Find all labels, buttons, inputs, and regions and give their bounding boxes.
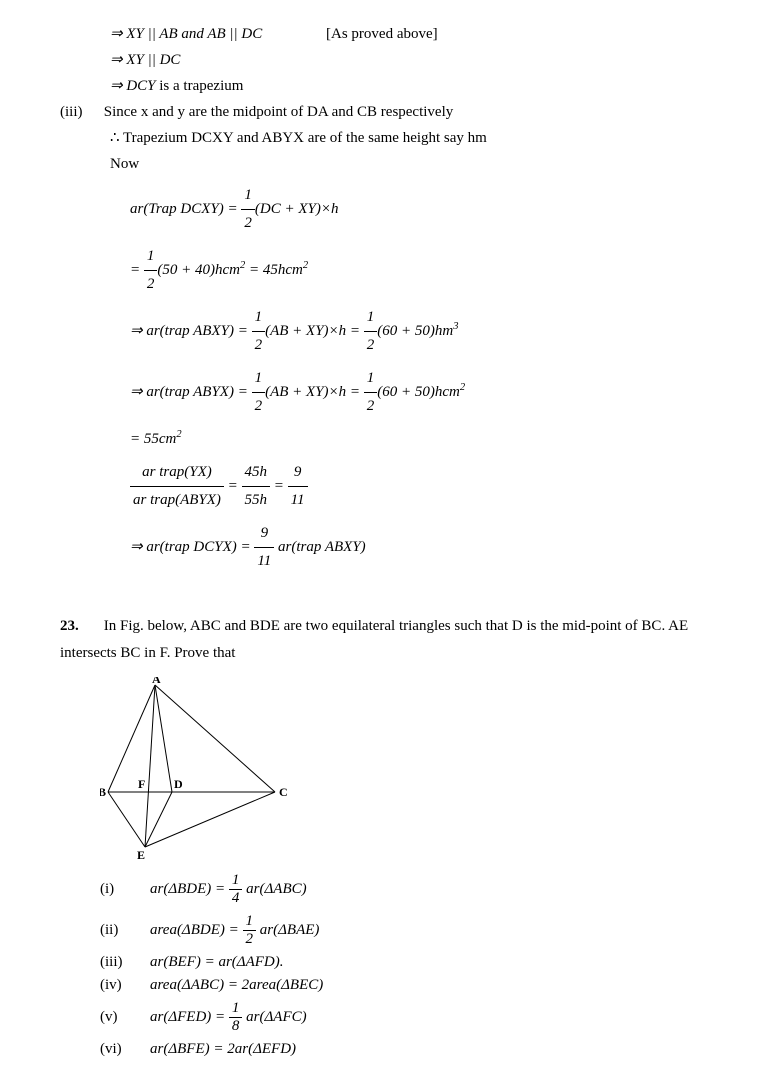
sub-item: (iii)ar(BEF) = ar(ΔAFD). [100, 954, 718, 971]
text: Since x and y are the midpoint of DA and… [104, 104, 454, 120]
deriv-line: ⇒ XY || AB and AB || DC [As proved above… [110, 22, 718, 46]
svg-text:A: A [152, 677, 161, 686]
sub-expression: area(ΔABC) = 2area(ΔBEC) [150, 977, 323, 993]
sub-item: (v)ar(ΔFED) = 18 ar(ΔAFC) [100, 1000, 718, 1035]
label: (iii) [60, 100, 100, 124]
sub-expression: ar(BEF) = ar(ΔAFD). [150, 954, 283, 970]
sub-item: (i)ar(ΔBDE) = 14 ar(ΔABC) [100, 872, 718, 907]
sub-item: (iv)area(ΔABC) = 2area(ΔBEC) [100, 977, 718, 994]
svg-text:E: E [137, 848, 145, 862]
text-line: Now [110, 152, 718, 176]
sub-expression: ar(ΔBFE) = 2ar(ΔEFD) [150, 1041, 296, 1057]
equation: = 12(50 + 40)hcm2 = 45hcm2 [130, 243, 718, 298]
sub-expression: ar(ΔBDE) = 14 ar(ΔABC) [150, 881, 307, 897]
equation: ⇒ ar(trap DCYX) = 911 ar(trap ABXY) [130, 520, 718, 575]
deriv-line: ⇒ XY || DC [110, 48, 718, 72]
deriv-line: ⇒ DCY is a trapezium [110, 74, 718, 98]
question-23: 23. In Fig. below, ABC and BDE are two e… [60, 613, 718, 667]
q-text: In Fig. below, ABC and BDE are two equil… [60, 618, 688, 661]
equation: ar trap(YX)ar trap(ABYX) = 45h55h = 911 [130, 459, 718, 514]
sub-item: (ii)area(ΔBDE) = 12 ar(ΔBAE) [100, 913, 718, 948]
sub-label: (i) [100, 881, 150, 898]
text-line: ∴ Trapezium DCXY and ABYX are of the sam… [110, 126, 718, 150]
svg-text:B: B [100, 785, 106, 799]
svg-text:C: C [279, 785, 288, 799]
part-iii: (iii) Since x and y are the midpoint of … [60, 100, 718, 124]
triangle-diagram: A B C D E F [100, 677, 300, 862]
sub-label: (ii) [100, 922, 150, 939]
sub-label: (iii) [100, 954, 150, 971]
sub-item: (vi)ar(ΔBFE) = 2ar(ΔEFD) [100, 1041, 718, 1058]
svg-text:D: D [174, 777, 183, 791]
equation: = 55cm2 [130, 426, 718, 453]
q-number: 23. [60, 613, 100, 640]
equation: ar(Trap DCXY) = 12(DC + XY)×h [130, 182, 718, 237]
equation: ⇒ ar(trap ABXY) = 12(AB + XY)×h = 12(60 … [130, 304, 718, 359]
equation: ⇒ ar(trap ABYX) = 12(AB + XY)×h = 12(60 … [130, 365, 718, 420]
sub-expression: ar(ΔFED) = 18 ar(ΔAFC) [150, 1009, 307, 1025]
sub-label: (iv) [100, 977, 150, 994]
sub-expression: area(ΔBDE) = 12 ar(ΔBAE) [150, 922, 319, 938]
sub-label: (vi) [100, 1041, 150, 1058]
svg-text:F: F [138, 777, 145, 791]
text: ⇒ XY || AB and AB || DC [110, 26, 262, 42]
note: [As proved above] [326, 22, 438, 46]
